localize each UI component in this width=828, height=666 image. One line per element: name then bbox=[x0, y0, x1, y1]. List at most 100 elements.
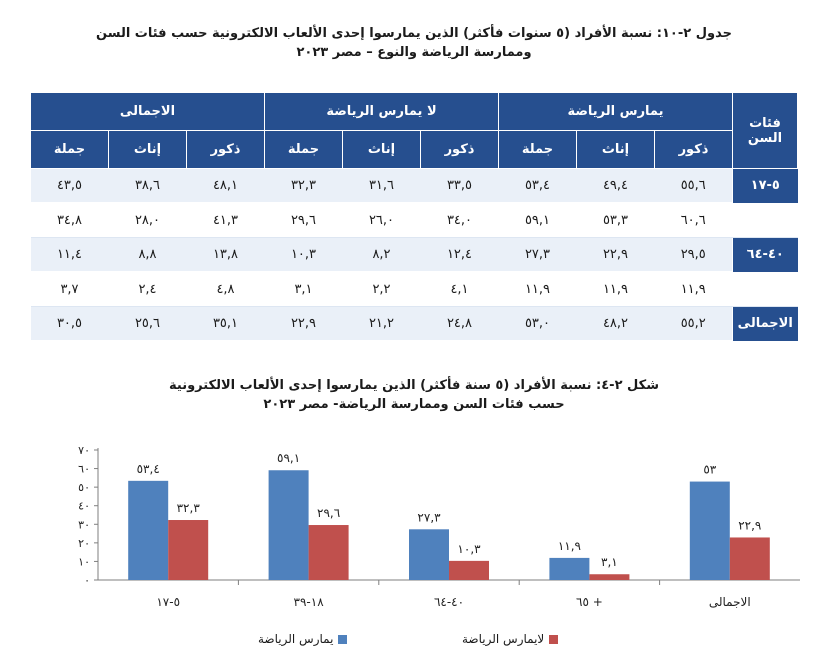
table-row: ٦٥ +١١,٩ ١١,٩ ١١,٩ ٤,١ ٢,٢ ٣,١ ٤,٨ ٢,٤ ٣,٧ bbox=[30, 272, 798, 307]
data-label: ٢٢,٩ bbox=[738, 518, 761, 532]
y-tick-label: ٣٠ bbox=[78, 518, 90, 531]
x-tick-label: ٦٥ + bbox=[576, 595, 603, 609]
y-tick-label: ٥٠ bbox=[78, 481, 90, 494]
value-cell: ٢٢,٩ bbox=[576, 237, 655, 273]
value-cell: ٢٤,٨ bbox=[420, 306, 499, 342]
table-row: ٥-١٧ ٥٥,٦ ٤٩,٤ ٥٣,٤ ٣٣,٥ ٣١,٦ ٣٢,٣ ٤٨,١ ٣٨,٦ ٤٣,٥ bbox=[30, 168, 798, 204]
value-cell: ١١,٩ bbox=[576, 272, 655, 307]
bar bbox=[549, 557, 590, 580]
y-tick-label: ٧٠ bbox=[78, 444, 90, 457]
x-tick-label: ٥-١٧ bbox=[156, 595, 180, 609]
bar bbox=[729, 537, 770, 580]
subheader-male: ذكور bbox=[654, 130, 733, 169]
value-cell: ٣٣,٥ bbox=[420, 168, 499, 204]
value-cell: ٢٧,٣ bbox=[498, 237, 577, 273]
y-tick-label: ٤٠ bbox=[78, 500, 90, 513]
bar bbox=[128, 480, 169, 580]
value-cell: ٢٥,٦ bbox=[108, 306, 187, 342]
age-group-cell: ٦٥ + bbox=[732, 272, 798, 307]
value-cell: ٥٣,٤ bbox=[498, 168, 577, 204]
x-tick-label: الاجمالى bbox=[709, 595, 751, 609]
y-tick-label: ٢٠ bbox=[78, 537, 90, 550]
value-cell: ٤,٨ bbox=[186, 272, 265, 307]
value-cell: ٥٥,٢ bbox=[654, 306, 733, 342]
subheader-female: إناث bbox=[342, 130, 421, 169]
value-cell: ٥٥,٦ bbox=[654, 168, 733, 204]
value-cell: ١١,٤ bbox=[30, 237, 109, 273]
value-cell: ٣٥,١ bbox=[186, 306, 265, 342]
value-cell: ٢٢,٩ bbox=[264, 306, 343, 342]
bar bbox=[268, 470, 309, 580]
subheader-total: جملة bbox=[498, 130, 577, 169]
value-cell: ١٣,٨ bbox=[186, 237, 265, 273]
table-body: ٥-١٧ ٥٥,٦ ٤٩,٤ ٥٣,٤ ٣٣,٥ ٣١,٦ ٣٢,٣ ٤٨,١ ٣٨,٦ ٤٣,٥… bbox=[30, 168, 798, 342]
value-cell: ٢٩,٥ bbox=[654, 237, 733, 273]
value-cell: ٤,١ bbox=[420, 272, 499, 307]
value-cell: ٥٣,٠ bbox=[498, 306, 577, 342]
group-header-sport: يمارس الرياضة bbox=[498, 92, 733, 131]
value-cell: ٣٤,٨ bbox=[30, 203, 109, 238]
data-label: ١٠,٣ bbox=[457, 542, 481, 556]
data-label: ٥٣ bbox=[703, 463, 716, 477]
chart-title: شكل ٢-٤: نسبة الأفراد (٥ سنة فأكثر) الذي… bbox=[0, 376, 828, 414]
value-cell: ٢,٢ bbox=[342, 272, 421, 307]
chart-title-line1: شكل ٢-٤: نسبة الأفراد (٥ سنة فأكثر) الذي… bbox=[169, 378, 659, 393]
value-cell: ٨,٨ bbox=[108, 237, 187, 273]
value-cell: ٥٣,٣ bbox=[576, 203, 655, 238]
value-cell: ٤٣,٥ bbox=[30, 168, 109, 204]
table-title-line1: جدول ٢-١٠: نسبة الأفراد (٥ سنوات فأكثر) … bbox=[96, 26, 732, 41]
legend-swatch-sport bbox=[338, 634, 348, 644]
group-header-total: الاجمالى bbox=[30, 92, 265, 131]
data-label: ١١,٩ bbox=[558, 539, 581, 553]
value-cell: ٣١,٦ bbox=[342, 168, 421, 204]
value-cell: ٣٤,٠ bbox=[420, 203, 499, 238]
data-label: ٣,١ bbox=[601, 555, 618, 569]
value-cell: ٤٨,٢ bbox=[576, 306, 655, 342]
subheader-female: إناث bbox=[576, 130, 655, 169]
subheader-female: إناث bbox=[108, 130, 187, 169]
value-cell: ٨,٢ bbox=[342, 237, 421, 273]
legend-item-sport: يمارس الرياضة bbox=[258, 632, 348, 646]
chart-title-line2: حسب فئات السن وممارسة الرياضة- مصر ٢٠٢٣ bbox=[263, 397, 565, 412]
legend-label-sport: يمارس الرياضة bbox=[258, 632, 334, 646]
age-column-header: فئات السن bbox=[732, 92, 798, 169]
legend-item-no-sport: لايمارس الرياضة bbox=[462, 632, 559, 646]
data-label: ٢٧,٣ bbox=[417, 510, 441, 524]
bar bbox=[308, 525, 349, 580]
value-cell: ٣,٧ bbox=[30, 272, 109, 307]
value-cell: ٢٨,٠ bbox=[108, 203, 187, 238]
value-cell: ٢,٤ bbox=[108, 272, 187, 307]
data-table: فئات السن يمارس الرياضة لا يمارس الرياضة… bbox=[30, 92, 798, 342]
value-cell: ٤١,٣ bbox=[186, 203, 265, 238]
y-tick-label: ٦٠ bbox=[78, 463, 90, 476]
bar bbox=[168, 520, 209, 580]
value-cell: ٢٦,٠ bbox=[342, 203, 421, 238]
subheader-total: جملة bbox=[30, 130, 109, 169]
table-title: جدول ٢-١٠: نسبة الأفراد (٥ سنوات فأكثر) … bbox=[0, 24, 828, 62]
bar bbox=[589, 574, 630, 580]
value-cell: ١١,٩ bbox=[498, 272, 577, 307]
age-group-cell: ١٨ -٣٩ bbox=[732, 203, 798, 238]
bar bbox=[689, 481, 730, 580]
age-group-cell: ٤٠-٦٤ bbox=[732, 237, 798, 273]
subheader-male: ذكور bbox=[186, 130, 265, 169]
x-tick-label: ٤٠-٦٤ bbox=[434, 595, 464, 609]
data-label: ٥٣,٤ bbox=[137, 462, 160, 476]
age-group-cell: ٥-١٧ bbox=[732, 168, 798, 204]
data-label: ٥٩,١ bbox=[277, 451, 300, 465]
legend-swatch-no-sport bbox=[549, 634, 559, 644]
value-cell: ٢٩,٦ bbox=[264, 203, 343, 238]
group-header-no-sport: لا يمارس الرياضة bbox=[264, 92, 499, 131]
table-title-line2: وممارسة الرياضة والنوع – مصر ٢٠٢٣ bbox=[296, 45, 532, 60]
value-cell: ٣٨,٦ bbox=[108, 168, 187, 204]
age-group-cell: الاجمالى bbox=[732, 306, 798, 342]
table-row: الاجمالى ٥٥,٢ ٤٨,٢ ٥٣,٠ ٢٤,٨ ٢١,٢ ٢٢,٩ ٣٥,١ ٢٥,٦… bbox=[30, 306, 798, 342]
table-row: ١٨ -٣٩ ٦٠,٦ ٥٣,٣ ٥٩,١ ٣٤,٠ ٢٦,٠ ٢٩,٦ ٤١,٣ ٢٨,٠ ٣٤… bbox=[30, 203, 798, 238]
value-cell: ١١,٩ bbox=[654, 272, 733, 307]
value-cell: ٣٠,٥ bbox=[30, 306, 109, 342]
bar bbox=[449, 560, 489, 580]
value-cell: ١٠,٣ bbox=[264, 237, 343, 273]
value-cell: ٣٢,٣ bbox=[264, 168, 343, 204]
value-cell: ٤٩,٤ bbox=[576, 168, 655, 204]
value-cell: ٣,١ bbox=[264, 272, 343, 307]
